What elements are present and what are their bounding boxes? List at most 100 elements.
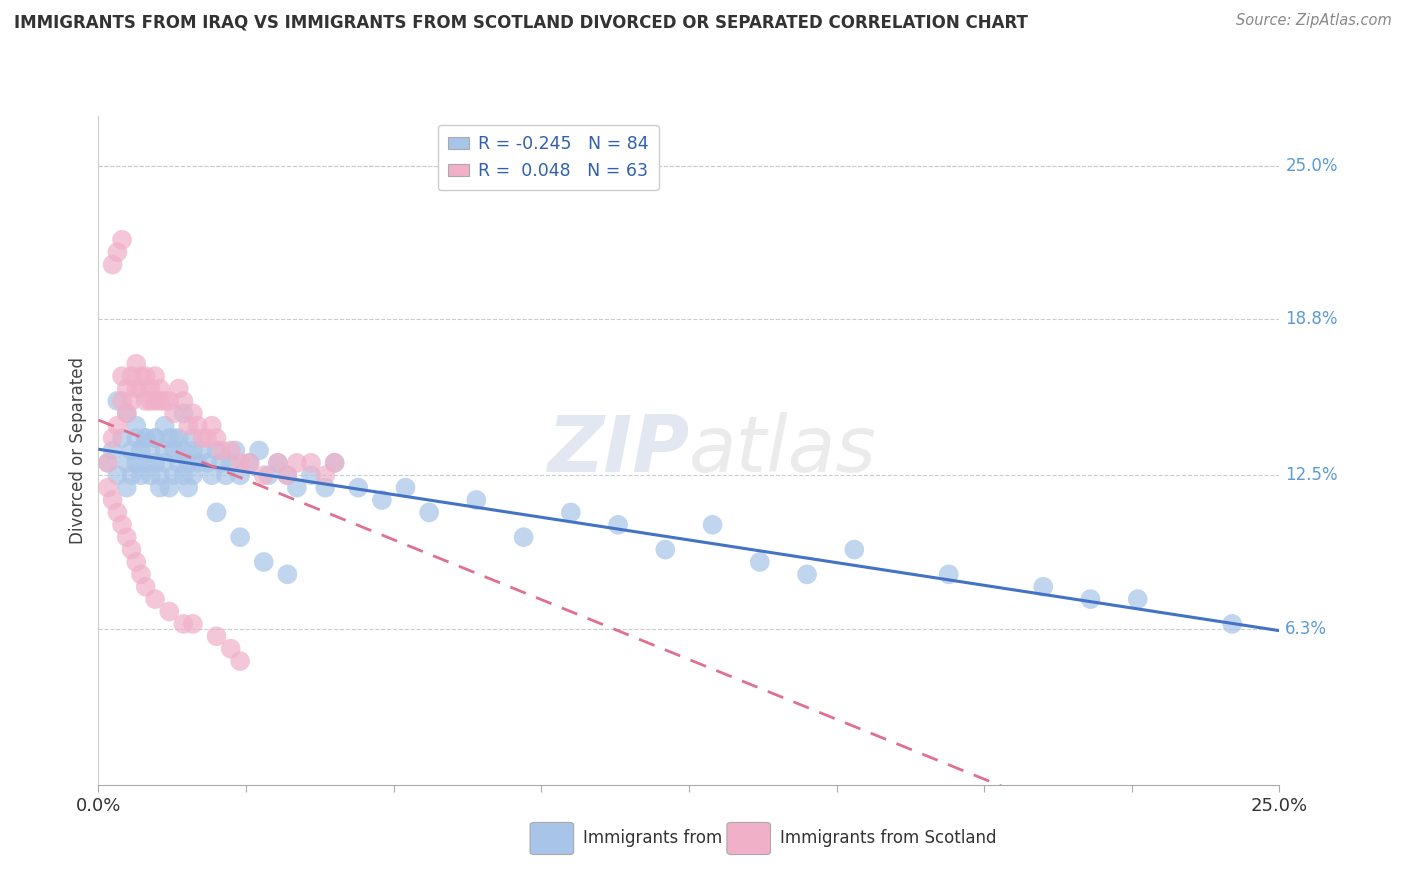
Point (135, 393, 157, 408)
Point (191, 443, 214, 458)
Point (129, 369, 152, 384)
Text: Immigrants from Iraq: Immigrants from Iraq (583, 830, 761, 847)
Point (187, 456, 209, 470)
Point (121, 468, 143, 483)
Point (219, 456, 242, 470)
Point (205, 443, 228, 458)
Point (276, 468, 298, 483)
Point (219, 641, 242, 656)
Point (143, 431, 166, 445)
Point (129, 443, 152, 458)
Point (209, 443, 232, 458)
Point (105, 418, 128, 433)
Point (177, 418, 200, 433)
Point (465, 493, 488, 508)
Point (111, 431, 134, 445)
Point (115, 530, 138, 544)
Point (201, 418, 224, 433)
Point (125, 382, 148, 396)
Point (105, 245, 128, 260)
Point (187, 418, 209, 433)
Point (181, 431, 204, 445)
Point (181, 443, 204, 458)
Text: atlas: atlas (689, 412, 877, 489)
Point (153, 443, 176, 458)
Text: 6.3%: 6.3% (1285, 620, 1327, 638)
Point (938, 567, 960, 582)
Point (101, 493, 124, 508)
Point (796, 567, 818, 582)
Point (97, 456, 120, 470)
Point (153, 456, 176, 470)
Point (163, 431, 186, 445)
Text: Immigrants from Scotland: Immigrants from Scotland (780, 830, 997, 847)
Text: 25.0%: 25.0% (1285, 156, 1339, 175)
Point (125, 456, 148, 470)
Point (172, 443, 194, 458)
Point (844, 542, 866, 557)
Point (111, 517, 134, 532)
Point (129, 468, 152, 483)
Point (125, 555, 148, 569)
Legend: R = -0.245   N = 84, R =  0.048   N = 63: R = -0.245 N = 84, R = 0.048 N = 63 (437, 125, 659, 190)
Point (167, 382, 190, 396)
Point (702, 517, 724, 532)
Point (105, 505, 128, 519)
Point (229, 530, 252, 544)
Point (143, 431, 166, 445)
Point (172, 616, 194, 631)
Point (97, 481, 120, 495)
Point (163, 468, 186, 483)
Point (276, 468, 298, 483)
Point (224, 443, 246, 458)
Point (314, 481, 336, 495)
Point (247, 443, 270, 458)
Point (267, 456, 290, 470)
Point (276, 567, 298, 582)
Point (314, 468, 336, 483)
Point (253, 468, 276, 483)
Point (181, 406, 204, 420)
Point (215, 468, 238, 483)
Point (748, 555, 770, 569)
Text: 12.5%: 12.5% (1285, 467, 1339, 484)
Point (323, 456, 346, 470)
Point (125, 431, 148, 445)
Point (172, 406, 194, 420)
Point (257, 468, 280, 483)
Point (191, 431, 214, 445)
Point (239, 456, 262, 470)
Text: Source: ZipAtlas.com: Source: ZipAtlas.com (1236, 13, 1392, 29)
Point (101, 258, 124, 272)
Point (105, 468, 128, 483)
Point (654, 542, 676, 557)
Point (125, 357, 148, 371)
Point (115, 481, 138, 495)
Point (157, 431, 180, 445)
Point (139, 382, 162, 396)
Text: IMMIGRANTS FROM IRAQ VS IMMIGRANTS FROM SCOTLAND DIVORCED OR SEPARATED CORRELATI: IMMIGRANTS FROM IRAQ VS IMMIGRANTS FROM … (14, 13, 1028, 31)
Point (115, 456, 138, 470)
Point (149, 468, 172, 483)
Point (115, 406, 138, 420)
Point (172, 393, 194, 408)
Point (97, 456, 120, 470)
Point (129, 567, 152, 582)
Point (560, 505, 582, 519)
Text: ZIP: ZIP (547, 412, 689, 489)
Point (229, 468, 252, 483)
Point (205, 431, 228, 445)
Point (139, 468, 162, 483)
Point (135, 431, 157, 445)
Point (347, 481, 370, 495)
Point (1032, 580, 1054, 594)
Point (139, 443, 162, 458)
Point (163, 406, 186, 420)
Point (101, 443, 124, 458)
Point (323, 456, 346, 470)
Point (121, 542, 143, 557)
Point (607, 517, 630, 532)
Point (135, 456, 157, 470)
Point (195, 431, 218, 445)
Point (418, 505, 440, 519)
